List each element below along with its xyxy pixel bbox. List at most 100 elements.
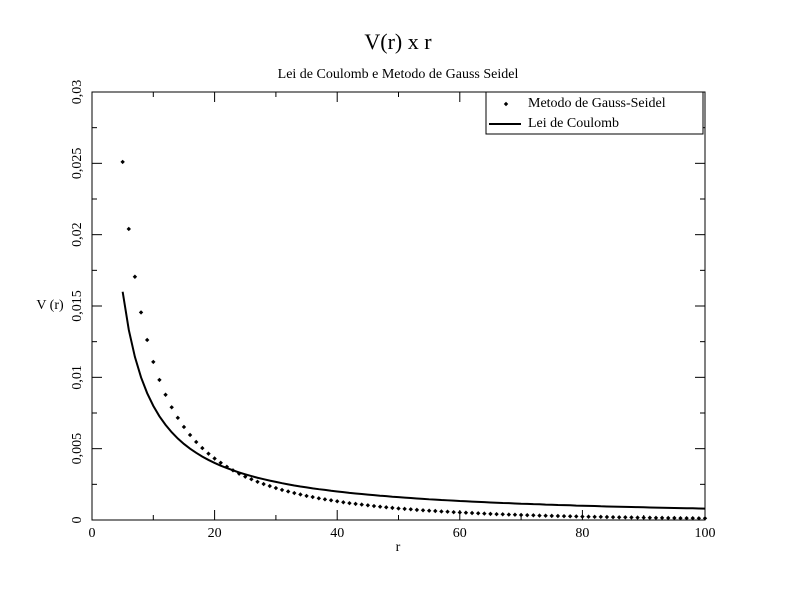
data-point bbox=[690, 515, 695, 521]
data-point bbox=[463, 510, 469, 515]
data-point bbox=[457, 510, 462, 515]
y-tick-label: 0 bbox=[70, 517, 85, 524]
data-point bbox=[218, 460, 223, 465]
data-point bbox=[408, 507, 413, 512]
data-point bbox=[157, 377, 162, 383]
data-point bbox=[616, 515, 622, 520]
data-point bbox=[506, 512, 512, 517]
data-point bbox=[555, 513, 561, 519]
legend-label: Metodo de Gauss-Seidel bbox=[528, 96, 666, 111]
data-point bbox=[433, 508, 438, 514]
data-point bbox=[420, 508, 426, 513]
data-point bbox=[574, 514, 579, 519]
data-point bbox=[310, 494, 315, 500]
data-point bbox=[451, 509, 456, 515]
y-tick-label: 0,015 bbox=[70, 290, 85, 322]
x-tick-label: 40 bbox=[330, 526, 344, 541]
data-point bbox=[359, 502, 364, 507]
y-axis-label: V (r) bbox=[36, 298, 64, 313]
data-point bbox=[475, 511, 481, 516]
data-point bbox=[328, 498, 334, 503]
data-point bbox=[604, 514, 610, 520]
data-point bbox=[261, 481, 266, 487]
data-point bbox=[267, 483, 272, 489]
data-point bbox=[488, 511, 493, 517]
x-tick-label: 20 bbox=[208, 526, 222, 541]
data-point bbox=[684, 515, 689, 521]
data-point bbox=[169, 405, 174, 410]
data-point bbox=[561, 513, 567, 519]
y-tick-label: 0,005 bbox=[70, 433, 85, 465]
data-point bbox=[163, 392, 168, 397]
data-point bbox=[537, 513, 542, 518]
data-point bbox=[586, 514, 591, 519]
data-point bbox=[279, 487, 285, 493]
data-point bbox=[390, 505, 395, 511]
data-point bbox=[610, 514, 616, 520]
data-point bbox=[249, 476, 254, 482]
data-point bbox=[132, 274, 138, 279]
data-point bbox=[175, 415, 181, 421]
y-tick-label: 0,03 bbox=[70, 80, 85, 105]
x-axis-label: r bbox=[396, 540, 401, 555]
data-point bbox=[181, 424, 187, 430]
data-point bbox=[678, 515, 683, 521]
data-point bbox=[518, 512, 524, 518]
data-point bbox=[494, 511, 499, 517]
chart-title: V(r) x r bbox=[364, 29, 432, 54]
chart-subtitle: Lei de Coulomb e Metodo de Gauss Seidel bbox=[278, 67, 519, 82]
x-tick-label: 0 bbox=[89, 526, 96, 541]
data-point bbox=[285, 489, 291, 494]
data-point bbox=[322, 497, 328, 502]
data-point bbox=[335, 499, 340, 504]
data-point bbox=[702, 516, 708, 521]
data-point bbox=[371, 503, 377, 509]
data-point bbox=[377, 504, 383, 509]
data-point bbox=[316, 496, 322, 501]
data-line bbox=[121, 291, 706, 510]
data-point bbox=[353, 501, 358, 507]
data-point bbox=[120, 159, 125, 165]
data-point bbox=[194, 439, 199, 445]
data-point bbox=[653, 515, 659, 521]
data-point bbox=[696, 516, 702, 521]
data-point bbox=[206, 451, 211, 456]
data-point bbox=[304, 493, 309, 499]
data-point bbox=[439, 509, 444, 514]
data-point bbox=[549, 513, 554, 519]
data-point bbox=[402, 506, 407, 512]
data-point bbox=[445, 509, 450, 514]
data-point bbox=[298, 492, 303, 497]
data-point bbox=[598, 514, 603, 520]
legend-box bbox=[485, 91, 704, 135]
data-point bbox=[543, 513, 548, 518]
y-tick-label: 0,02 bbox=[70, 222, 85, 247]
data-point bbox=[659, 515, 665, 521]
data-point bbox=[635, 515, 640, 520]
data-point bbox=[341, 500, 346, 505]
data-point bbox=[641, 515, 646, 520]
data-point bbox=[273, 485, 279, 491]
data-point bbox=[647, 515, 653, 520]
data-point bbox=[500, 512, 505, 517]
data-point bbox=[347, 500, 352, 506]
data-point bbox=[212, 456, 217, 461]
y-tick-label: 0,025 bbox=[70, 148, 85, 180]
data-point bbox=[365, 503, 371, 508]
data-point bbox=[567, 514, 573, 519]
legend-label: Lei de Coulomb bbox=[528, 116, 619, 131]
data-point bbox=[623, 515, 628, 520]
data-point bbox=[144, 337, 150, 343]
data-point bbox=[243, 474, 248, 479]
data-point bbox=[469, 510, 475, 516]
data-point bbox=[292, 490, 297, 496]
data-point bbox=[126, 226, 131, 232]
x-tick-label: 100 bbox=[695, 526, 716, 541]
data-point bbox=[138, 310, 144, 315]
legend-marker bbox=[503, 101, 509, 107]
x-tick-label: 60 bbox=[453, 526, 467, 541]
data-point bbox=[414, 507, 420, 513]
data-point bbox=[580, 514, 585, 519]
x-tick-label: 80 bbox=[575, 526, 589, 541]
